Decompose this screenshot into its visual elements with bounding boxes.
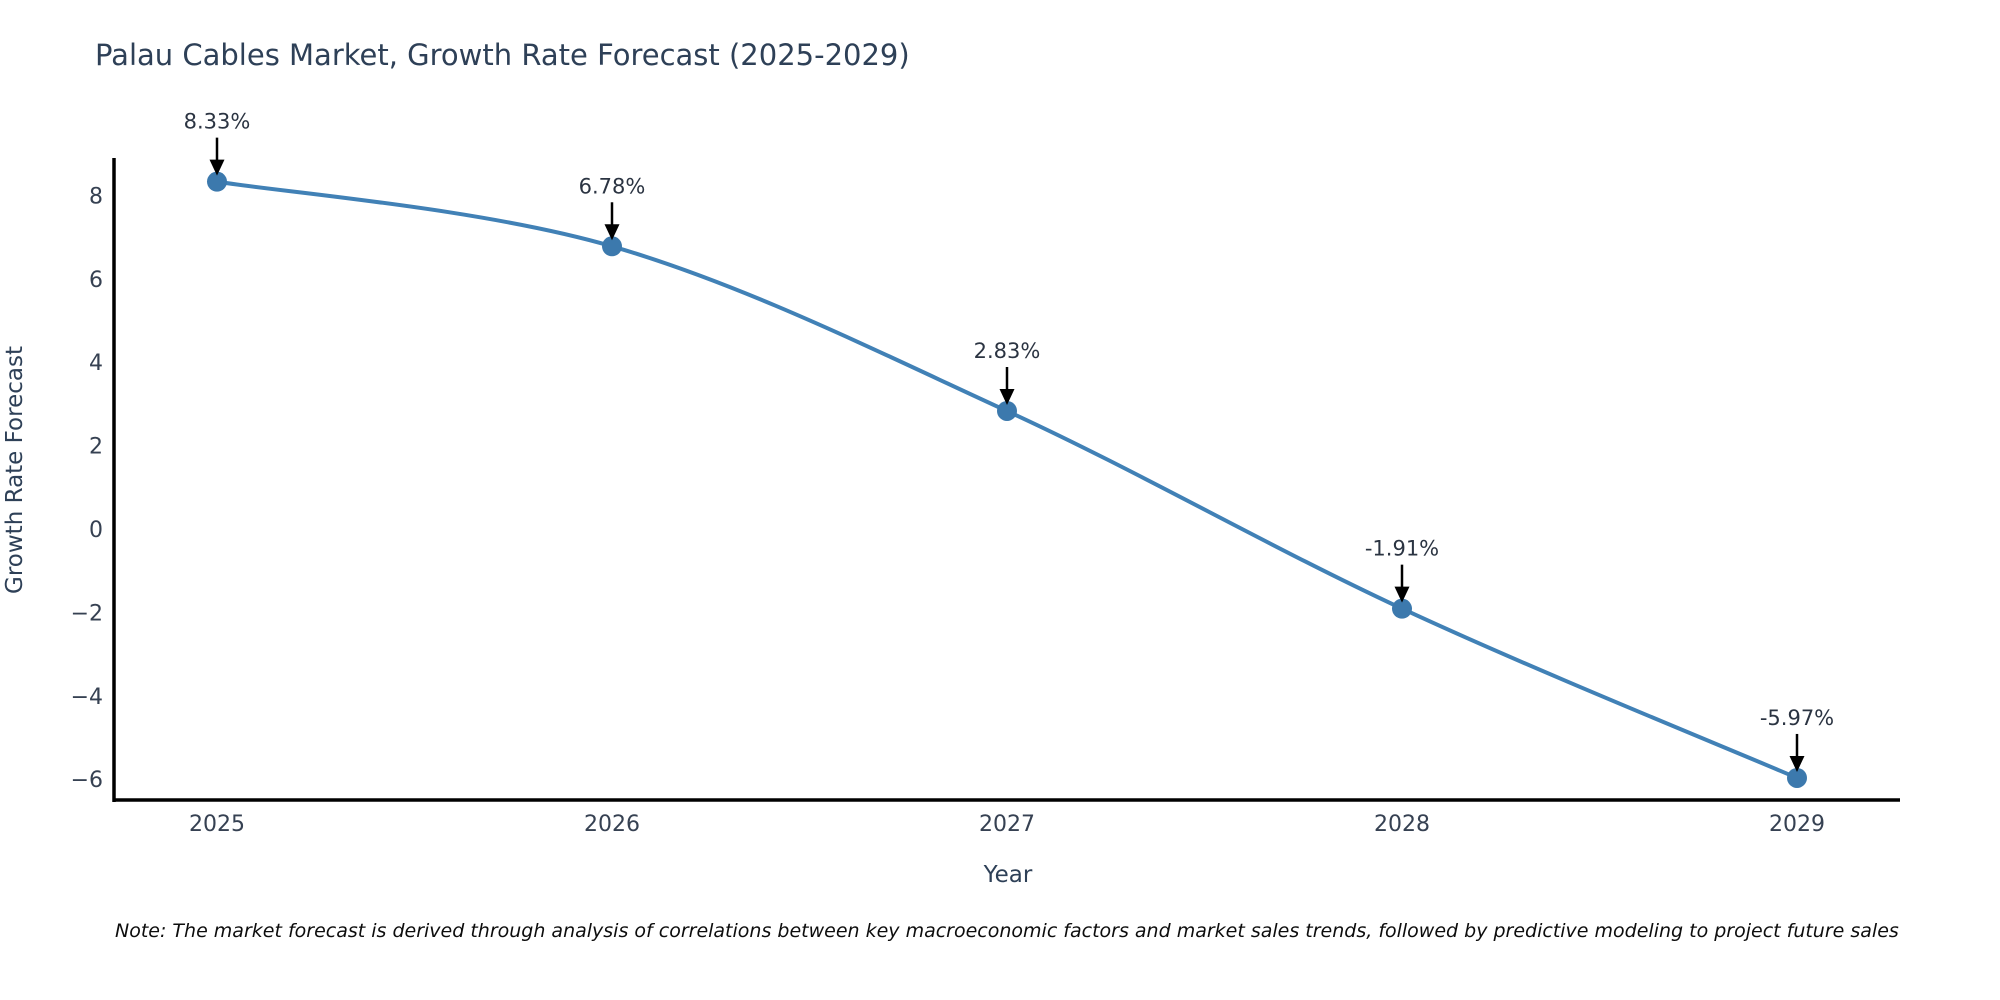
- y-tick-label: −4: [71, 685, 103, 710]
- point-value-label: 2.83%: [974, 339, 1041, 363]
- y-tick-label: 2: [89, 435, 103, 460]
- series-line: [215, 179, 1799, 780]
- point-annotation: 8.33%: [184, 110, 251, 176]
- point-value-label: -1.91%: [1365, 537, 1439, 561]
- x-tick-label: 2025: [189, 812, 245, 837]
- y-tick-label: 4: [89, 351, 103, 376]
- point-value-label: 6.78%: [579, 174, 646, 198]
- y-tick-label: 6: [89, 268, 103, 293]
- data-point-marker: [997, 400, 1017, 421]
- annotation-arrowhead-icon: [1394, 586, 1410, 603]
- x-axis-tick-labels: 2025 2026 2027 2028 2029: [189, 812, 1825, 837]
- chart-title: Palau Cables Market, Growth Rate Forecas…: [95, 38, 910, 72]
- x-tick-label: 2027: [979, 812, 1035, 837]
- point-annotations: 8.33% 6.78% 2.83% -1.91% -5.97%: [184, 110, 1834, 772]
- point-annotation: -1.91%: [1365, 537, 1439, 603]
- x-tick-label: 2026: [584, 812, 640, 837]
- x-tick-label: 2028: [1374, 812, 1430, 837]
- y-tick-label: 0: [89, 518, 103, 543]
- data-point-marker: [207, 171, 227, 192]
- x-axis-title: Year: [983, 862, 1033, 888]
- data-point-marker: [1392, 598, 1412, 619]
- point-value-label: 8.33%: [184, 110, 251, 134]
- point-annotation: -5.97%: [1760, 706, 1834, 772]
- y-axis-title: Growth Rate Forecast: [2, 346, 28, 594]
- x-tick-label: 2029: [1769, 812, 1825, 837]
- data-point-marker: [602, 236, 622, 257]
- data-point-marker: [1787, 767, 1807, 788]
- annotation-arrowhead-icon: [209, 159, 225, 176]
- annotation-arrowhead-icon: [999, 388, 1015, 405]
- point-value-label: -5.97%: [1760, 706, 1834, 730]
- footnote: Note: The market forecast is derived thr…: [115, 920, 1899, 942]
- y-tick-label: 8: [89, 184, 103, 209]
- line-series: [207, 171, 1807, 788]
- annotation-arrowhead-icon: [604, 224, 620, 241]
- annotation-arrowhead-icon: [1789, 755, 1805, 772]
- y-axis-tick-labels: 8 6 4 2 0 −2 −4 −6: [71, 184, 103, 793]
- point-annotation: 6.78%: [579, 174, 646, 241]
- point-annotation: 2.83%: [974, 339, 1041, 405]
- y-tick-label: −6: [71, 768, 103, 793]
- y-tick-label: −2: [71, 601, 103, 626]
